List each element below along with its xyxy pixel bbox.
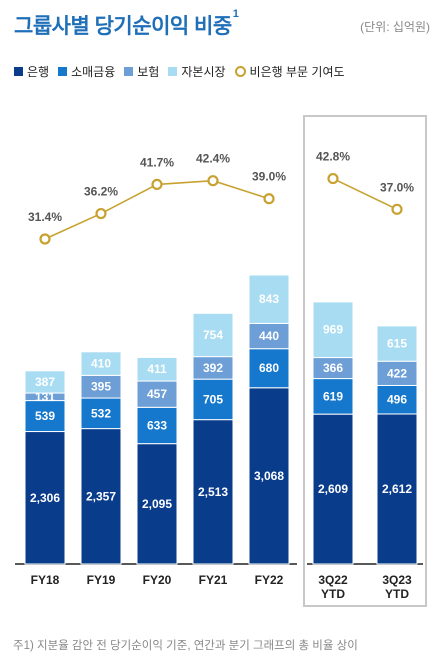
contribution-label: 41.7%	[140, 155, 174, 169]
bar-capital-markets	[376, 325, 418, 362]
bar-insurance	[136, 380, 178, 408]
contribution-point	[95, 207, 107, 220]
legend-marker-nonbank-contribution	[234, 66, 246, 77]
legend-item-bank: 은행	[14, 63, 49, 80]
legend-swatch-insurance	[124, 67, 134, 76]
contribution-label: 39.0%	[252, 170, 286, 184]
legend-item-capital-markets: 자본시장	[168, 63, 226, 80]
x-tick-label: 3Q23	[382, 573, 412, 587]
bar-retail	[376, 384, 418, 415]
x-tick-label: FY18	[31, 573, 60, 587]
bar-retail	[24, 400, 66, 433]
contribution-point	[327, 172, 339, 185]
contribution-point	[151, 178, 163, 191]
bar-capital-markets	[192, 312, 234, 358]
bar-value-label: 705	[203, 392, 223, 406]
bar-capital-markets	[24, 370, 66, 394]
legend-item-nonbank-contribution: 비은행 부문 기여도	[234, 63, 345, 80]
bar-bank	[312, 413, 354, 565]
x-tick-label: FY20	[143, 573, 172, 587]
legend-label-bank: 은행	[27, 65, 50, 79]
legend-label-capital-markets: 자본시장	[181, 65, 226, 79]
chart-legend: 은행 소매금융 보험 자본시장 비은행 부문 기여도	[14, 63, 345, 80]
ytd-highlight-box	[303, 115, 427, 607]
bar-value-label: 2,612	[382, 482, 412, 496]
x-tick-label: FY19	[87, 573, 116, 587]
x-tick-label: YTD	[385, 587, 409, 601]
bar-value-label: 754	[203, 328, 223, 342]
legend-swatch-bank	[14, 67, 23, 76]
bar-value-label: 843	[259, 292, 279, 306]
bar-capital-markets	[312, 301, 354, 359]
legend-swatch-retail	[58, 67, 68, 76]
bar-value-label: 615	[387, 337, 407, 351]
x-tick-label: 3Q22	[318, 573, 348, 587]
contribution-label: 42.4%	[196, 152, 230, 166]
unit-label: (단위: 십억원)	[360, 20, 430, 34]
chart-title-text: 그룹사별 당기순이익 비중	[14, 15, 232, 38]
bar-bank	[80, 428, 122, 565]
bar-value-label: 392	[203, 361, 223, 375]
bar-bank	[192, 419, 234, 565]
bar-value-label: 2,306	[30, 491, 60, 505]
legend-label-retail: 소매금융	[71, 65, 116, 79]
bar-value-label: 532	[91, 406, 111, 420]
bar-bank	[24, 431, 66, 565]
contribution-point	[391, 203, 403, 215]
bar-retail	[312, 378, 354, 415]
x-tick-label: FY22	[255, 573, 284, 587]
bar-value-label: 410	[91, 357, 111, 371]
contribution-label: 31.4%	[28, 210, 62, 224]
contribution-point	[263, 193, 275, 205]
bar-value-label: 457	[147, 387, 167, 401]
bar-value-label: 387	[35, 375, 55, 389]
bar-value-label: 2,095	[142, 497, 172, 511]
bar-capital-markets	[136, 356, 178, 382]
bar-value-label: 440	[259, 329, 279, 343]
bar-retail	[192, 378, 234, 421]
bar-value-label: 969	[323, 323, 343, 337]
x-tick-label: YTD	[321, 587, 345, 601]
contribution-point	[39, 233, 51, 245]
bar-value-label: 2,357	[86, 489, 116, 503]
bar-value-label: 3,068	[254, 469, 284, 483]
bar-insurance	[248, 322, 290, 350]
bar-capital-markets	[80, 351, 122, 376]
bar-retail	[80, 397, 122, 430]
bar-value-label: 539	[35, 409, 55, 423]
bar-value-label: 395	[91, 380, 111, 394]
bar-bank	[376, 413, 418, 565]
legend-item-insurance: 보험	[124, 63, 159, 80]
bar-value-label: 2,609	[318, 482, 348, 496]
bar-value-label: 366	[323, 361, 343, 375]
legend-item-retail: 소매금융	[58, 63, 115, 80]
bar-value-label: 619	[323, 389, 343, 403]
contribution-label: 42.8%	[316, 150, 350, 164]
bar-capital-markets	[248, 274, 290, 324]
contribution-label: 37.0%	[380, 180, 414, 194]
footnote: 주1) 지분율 감안 전 당기순이익 기준, 연간과 분기 그래프의 총 비율 …	[13, 640, 358, 652]
bar-value-label: 496	[387, 393, 407, 407]
bar-value-label: 633	[147, 418, 167, 432]
bar-value-label: 680	[259, 361, 279, 375]
title-footnote-marker: 1	[232, 8, 239, 20]
bar-value-label: 2,513	[198, 485, 228, 499]
contribution-label: 36.2%	[84, 185, 118, 199]
stacked-bar-chart: 2,306539131387FY182,357532395410FY192,09…	[15, 115, 427, 607]
contribution-point	[207, 175, 219, 187]
contribution-line-ytd	[332, 177, 398, 211]
legend-label-nonbank-contribution: 비은행 부문 기여도	[249, 65, 345, 79]
x-tick-label: FY21	[199, 573, 228, 587]
legend-swatch-capital-markets	[168, 67, 178, 76]
bar-value-label: 422	[387, 366, 407, 380]
bar-retail	[248, 348, 290, 389]
bar-value-label: 411	[147, 362, 167, 376]
chart-title: 그룹사별 당기순이익 비중1	[14, 8, 239, 40]
bar-bank	[136, 443, 178, 565]
bar-bank	[248, 387, 290, 565]
legend-label-insurance: 보험	[137, 65, 160, 79]
